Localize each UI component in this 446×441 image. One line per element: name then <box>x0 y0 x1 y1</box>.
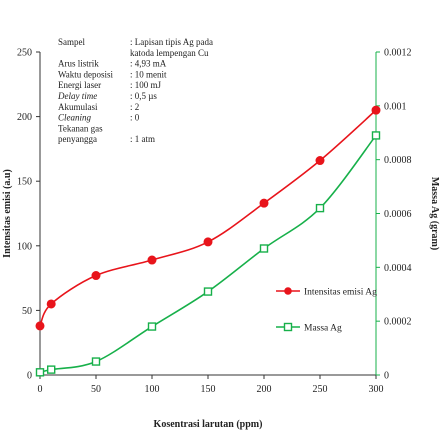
x-tick-label: 100 <box>145 384 160 395</box>
info-value: : 4,93 mA <box>130 59 167 69</box>
y-right-tick-label: 0.0006 <box>384 209 412 220</box>
info-value: : 0,5 µs <box>130 91 157 101</box>
legend-label-2: Massa Ag <box>304 324 342 334</box>
x-tick-label: 300 <box>369 384 384 395</box>
info-label: Cleaning <box>58 113 91 123</box>
data-point-1 <box>315 156 325 166</box>
info-value: : Lapisan tipis Ag pada <box>130 37 213 47</box>
data-point-2 <box>371 131 381 140</box>
data-point-1 <box>91 271 101 281</box>
legend: Intensitas emisi Ag Massa Ag <box>276 287 377 334</box>
series-line-2 <box>39 134 377 374</box>
data-point-1 <box>35 321 45 331</box>
x-axis-title: Kosentrasi larutan (ppm) <box>154 419 263 430</box>
y-right-tick-label: 0.0004 <box>384 263 412 274</box>
info-label: Energi laser <box>58 80 101 90</box>
info-box: Sampel : Lapisan tipis Ag pada katoda lem… <box>57 37 213 144</box>
y-axis-right-title: Massa Ag (gram) <box>429 177 440 250</box>
data-point-2 <box>315 203 325 213</box>
y-left-tick-label: 250 <box>17 48 32 59</box>
info-value: katoda lempengan Cu <box>130 48 209 58</box>
y-right-tick-label: 0 <box>384 371 389 382</box>
y-left-tick-label: 200 <box>17 112 32 123</box>
x-tick-label: 50 <box>91 384 101 395</box>
y-right-tick-label: 0.001 <box>384 101 407 112</box>
info-value: : 10 menit <box>130 69 167 79</box>
legend-marker-2 <box>283 322 293 332</box>
x-tick-label: 250 <box>313 384 328 395</box>
y-left-tick-label: 100 <box>17 241 32 252</box>
data-point-2 <box>47 365 56 374</box>
y-right-tick-label: 0.0012 <box>384 48 412 59</box>
data-point-1 <box>203 237 213 247</box>
data-point-2 <box>203 287 213 296</box>
info-label: Arus listrik <box>58 59 99 69</box>
info-label: Tekanan gas <box>58 123 103 133</box>
plot-series <box>35 105 381 377</box>
data-point-1 <box>259 198 269 208</box>
info-value: : 1 atm <box>130 134 155 144</box>
data-point-2 <box>147 322 157 331</box>
data-point-2 <box>35 368 45 377</box>
x-tick-label: 0 <box>38 384 43 395</box>
data-point-2 <box>259 244 269 253</box>
x-tick-label: 200 <box>257 384 272 395</box>
info-value: : 2 <box>130 102 139 112</box>
data-point-1 <box>147 255 157 265</box>
legend-marker-1 <box>284 287 292 295</box>
info-label: Akumulasi <box>58 102 98 112</box>
data-point-1 <box>371 105 381 115</box>
y-left-tick-label: 150 <box>17 177 32 188</box>
y-axis-left-title: Intensitas emisi (a.u) <box>2 169 13 258</box>
info-value: : 0 <box>130 113 140 123</box>
data-point-1 <box>46 299 56 309</box>
y-left-tick-label: 50 <box>22 306 32 317</box>
axes: 0 50 100 150 200 250 30005010015020025000.0002… <box>2 48 440 431</box>
y-right-tick-label: 0.0002 <box>384 317 412 328</box>
info-label: Delay time <box>57 91 97 101</box>
info-value: : 100 mJ <box>130 80 162 90</box>
legend-label-1: Intensitas emisi Ag <box>304 288 377 298</box>
x-tick-label: 150 <box>201 384 216 395</box>
y-right-tick-label: 0.0008 <box>384 155 412 166</box>
y-left-tick-label: 0 <box>27 371 32 382</box>
data-point-2 <box>91 357 101 366</box>
info-label: Waktu deposisi <box>58 69 114 79</box>
info-label: penyangga <box>58 134 97 144</box>
info-label: Sampel <box>58 37 85 47</box>
